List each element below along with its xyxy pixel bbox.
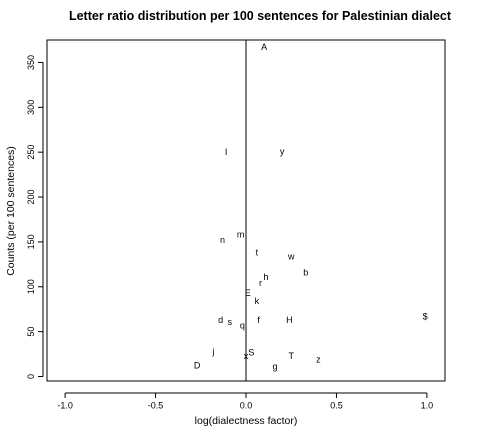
point-label-t: t xyxy=(256,248,259,258)
point-label-j: j xyxy=(211,346,214,356)
y-tick-label: 0 xyxy=(26,374,36,379)
point-label-f: f xyxy=(257,315,260,325)
point-label-S: S xyxy=(248,347,254,357)
x-tick-label: 0.5 xyxy=(330,400,343,410)
point-label-z: z xyxy=(316,354,321,364)
point-label-q: q xyxy=(240,320,245,330)
point-label-A: A xyxy=(261,42,267,52)
y-tick-label: 200 xyxy=(26,190,36,205)
y-axis: 0 50 100 150 200 250 300 350 xyxy=(26,55,44,379)
point-label-E: E xyxy=(245,288,251,298)
chart-title: Letter ratio distribution per 100 senten… xyxy=(69,9,452,23)
y-tick-label: 150 xyxy=(26,234,36,249)
x-tick-label: -0.5 xyxy=(148,400,164,410)
y-tick-label: 350 xyxy=(26,55,36,70)
x-tick-label: 1.0 xyxy=(421,400,434,410)
point-label-b: b xyxy=(303,267,308,277)
x-axis-label: log(dialectness factor) xyxy=(195,415,298,427)
point-label-w: w xyxy=(287,251,295,261)
point-label-r: r xyxy=(259,278,262,288)
y-tick-label: 100 xyxy=(26,279,36,294)
point-label-n: n xyxy=(220,235,225,245)
point-label-I: I xyxy=(225,147,228,157)
y-axis-label: Counts (per 100 sentences) xyxy=(5,146,17,276)
y-tick-label: 300 xyxy=(26,100,36,115)
point-label-d: d xyxy=(218,315,223,325)
x-tick-label: -1.0 xyxy=(57,400,73,410)
point-label-H: H xyxy=(286,315,293,325)
point-label-$: $ xyxy=(423,311,428,321)
point-label-h: h xyxy=(263,272,268,282)
y-tick-label: 250 xyxy=(26,145,36,160)
y-tick-label: 50 xyxy=(26,327,36,337)
point-label-s: s xyxy=(227,317,232,327)
point-label-y: y xyxy=(280,146,285,156)
point-label-m: m xyxy=(237,230,245,240)
x-axis: -1.0 -0.5 0.0 0.5 1.0 xyxy=(57,392,434,410)
point-label-k: k xyxy=(255,296,260,306)
point-label-D: D xyxy=(194,361,201,371)
point-label-g: g xyxy=(272,362,277,372)
point-label-T: T xyxy=(288,351,294,361)
x-tick-label: 0.0 xyxy=(240,400,253,410)
point-label-x: x xyxy=(244,351,249,361)
